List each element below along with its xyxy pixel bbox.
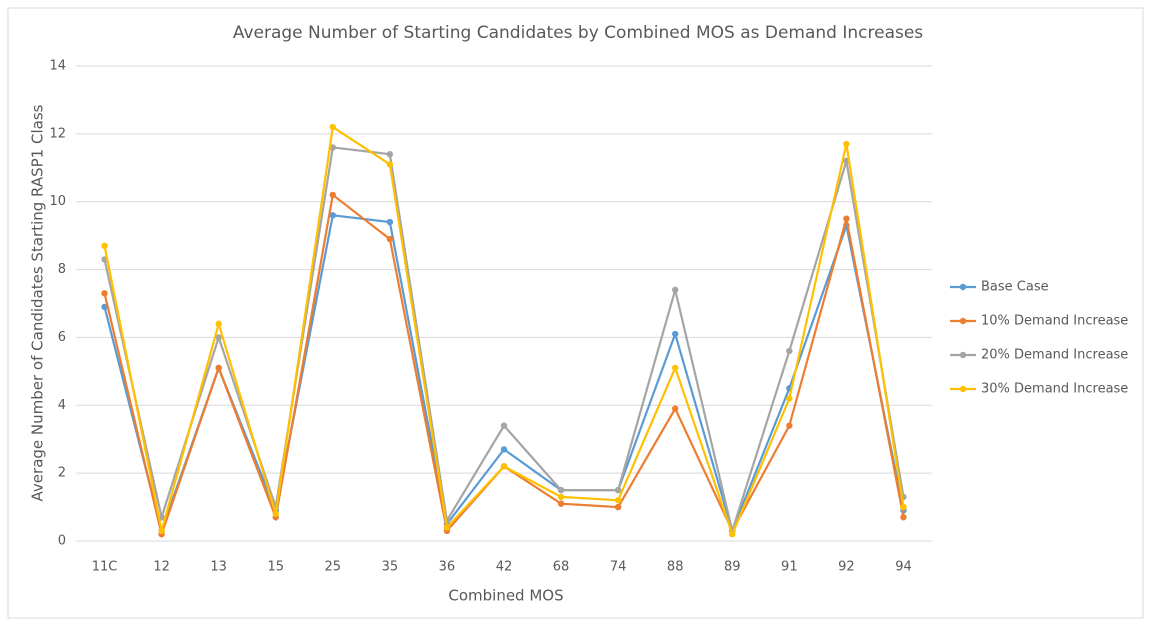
data-point <box>900 503 907 511</box>
data-point <box>500 446 508 453</box>
y-tick-label: 14 <box>49 59 66 74</box>
data-point <box>215 320 222 328</box>
x-tick-label: 35 <box>382 560 399 575</box>
data-point <box>786 395 793 402</box>
legend-label: 10% Demand Increase <box>981 314 1128 329</box>
x-tick-label: 94 <box>895 560 912 575</box>
legend-marker <box>959 385 967 393</box>
y-tick-label: 10 <box>49 194 66 209</box>
data-point <box>500 422 508 429</box>
x-tick-label: 25 <box>325 560 342 575</box>
legend-label: 30% Demand Increase <box>981 382 1128 397</box>
data-point <box>443 524 451 531</box>
data-point <box>672 330 679 338</box>
x-tick-label: 68 <box>553 560 570 575</box>
legend-marker <box>959 283 967 291</box>
data-point <box>557 493 565 501</box>
data-point <box>614 503 622 511</box>
data-point <box>329 144 336 151</box>
legend-marker <box>959 317 967 325</box>
x-tick-label: 91 <box>781 560 798 575</box>
data-point <box>329 212 336 219</box>
data-point <box>672 405 679 412</box>
x-tick-label: 89 <box>724 560 741 575</box>
data-point <box>101 290 108 297</box>
data-point <box>843 215 850 222</box>
y-tick-label: 12 <box>49 126 66 141</box>
data-point <box>386 151 394 158</box>
data-point <box>557 486 565 494</box>
x-tick-label: 12 <box>153 560 170 575</box>
data-point <box>101 303 108 311</box>
data-point <box>386 235 394 243</box>
x-tick-label: 13 <box>210 560 227 575</box>
data-point <box>672 364 679 372</box>
x-tick-label: 42 <box>496 560 513 575</box>
data-point <box>329 191 336 199</box>
data-point <box>672 286 679 294</box>
x-tick-label: 15 <box>267 560 284 575</box>
x-axis-title: Combined MOS <box>448 587 563 605</box>
data-point <box>786 422 793 429</box>
y-tick-label: 2 <box>58 466 66 481</box>
data-point <box>215 364 222 372</box>
legend-label: 20% Demand Increase <box>981 348 1128 363</box>
legend-label: Base Case <box>981 280 1049 295</box>
x-tick-label: 88 <box>667 560 684 575</box>
x-tick-label: 36 <box>439 560 456 575</box>
y-tick-label: 6 <box>58 330 66 345</box>
x-tick-label: 11C <box>92 560 118 575</box>
data-point <box>614 497 622 504</box>
y-tick-label: 0 <box>58 534 66 549</box>
data-point <box>557 500 565 507</box>
data-point <box>614 486 622 494</box>
x-tick-label: 74 <box>610 560 627 575</box>
chart-title: Average Number of Starting Candidates by… <box>233 23 923 43</box>
data-point <box>386 218 394 226</box>
y-tick-label: 4 <box>58 398 66 413</box>
data-point <box>729 531 736 538</box>
data-point <box>329 123 336 131</box>
data-point <box>843 140 850 148</box>
data-point <box>272 510 279 518</box>
y-tick-label: 8 <box>58 262 66 277</box>
data-point <box>386 161 394 168</box>
data-point <box>786 347 793 355</box>
data-point <box>158 527 165 535</box>
x-tick-label: 92 <box>838 560 855 575</box>
data-point <box>215 334 222 341</box>
legend-marker <box>959 351 967 359</box>
data-point <box>900 514 907 521</box>
chart-border <box>7 7 1144 619</box>
y-axis-title: Average Number of Candidates Starting RA… <box>29 104 47 501</box>
data-point <box>101 242 108 250</box>
data-point <box>500 463 508 470</box>
